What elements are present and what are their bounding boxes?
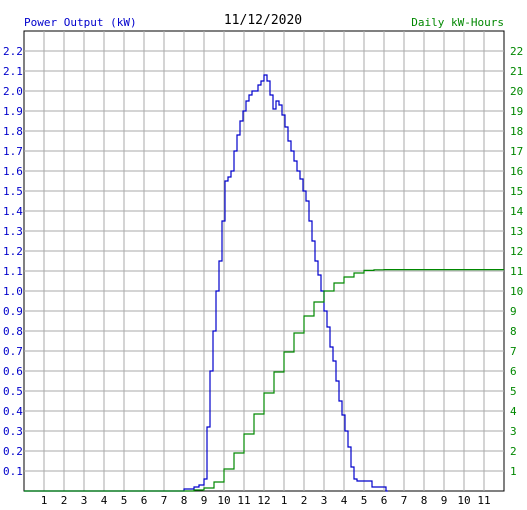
y-right-tick-label: 2 — [510, 445, 517, 458]
energy-series-line — [24, 269, 504, 492]
chart-title: 11/12/2020 — [224, 13, 302, 28]
x-tick-label: 1 — [281, 494, 288, 507]
y-left-tick-label: 1.9 — [3, 105, 23, 118]
y-left-tick-label: 1.3 — [3, 225, 23, 238]
y-left-tick-label: 0.1 — [3, 465, 23, 478]
y-left-tick-label: 1.4 — [3, 205, 23, 218]
y-left-tick-label: 1.0 — [3, 285, 23, 298]
x-tick-label: 11 — [237, 494, 250, 507]
y-left-tick-label: 1.7 — [3, 145, 23, 158]
y-left-tick-label: 0.8 — [3, 325, 23, 338]
x-tick-label: 10 — [217, 494, 230, 507]
x-tick-label: 2 — [61, 494, 68, 507]
y-left-tick-label: 1.6 — [3, 165, 23, 178]
y-left-tick-label: 2.0 — [3, 85, 23, 98]
y-left-tick-label: 1.8 — [3, 125, 23, 138]
y-left-tick-label: 0.4 — [3, 405, 23, 418]
y-left-tick-label: 0.9 — [3, 305, 23, 318]
y-left-tick-label: 0.7 — [3, 345, 23, 358]
y-right-tick-label: 22 — [510, 45, 523, 58]
x-tick-label: 5 — [121, 494, 128, 507]
x-tick-label: 4 — [341, 494, 348, 507]
x-tick-label: 3 — [81, 494, 88, 507]
x-tick-label: 9 — [441, 494, 448, 507]
right-axis-label: Daily kW-Hours — [411, 16, 504, 29]
x-tick-label: 2 — [301, 494, 308, 507]
y-left-tick-label: 1.1 — [3, 265, 23, 278]
x-tick-label: 10 — [457, 494, 470, 507]
y-right-tick-label: 15 — [510, 185, 523, 198]
y-left-tick-label: 0.3 — [3, 425, 23, 438]
x-tick-label: 8 — [421, 494, 428, 507]
x-tick-label: 9 — [201, 494, 208, 507]
y-right-tick-label: 5 — [510, 385, 517, 398]
x-tick-label: 4 — [101, 494, 108, 507]
x-axis-ticks: 1 2 3 4 5 6 7 8 9 10 11 12 1 2 3 4 5 6 7 8 9 10 11 — [41, 494, 491, 507]
x-tick-label: 3 — [321, 494, 328, 507]
y-right-tick-label: 11 — [510, 265, 523, 278]
y-right-tick-label: 18 — [510, 125, 523, 138]
y-left-tick-label: 1.5 — [3, 185, 23, 198]
y-right-tick-label: 21 — [510, 65, 523, 78]
y-right-tick-label: 17 — [510, 145, 523, 158]
y-right-tick-label: 12 — [510, 245, 523, 258]
x-tick-label: 11 — [477, 494, 490, 507]
y-right-tick-label: 20 — [510, 85, 523, 98]
y-right-tick-label: 19 — [510, 105, 523, 118]
y-left-tick-label: 0.2 — [3, 445, 23, 458]
power-series-line — [24, 74, 388, 492]
left-axis-label: Power Output (kW) — [24, 16, 137, 29]
series-layer — [24, 74, 504, 492]
y-right-tick-label: 14 — [510, 205, 524, 218]
x-tick-label: 5 — [361, 494, 368, 507]
y-right-tick-label: 7 — [510, 345, 517, 358]
y-right-tick-label: 6 — [510, 365, 517, 378]
grid — [24, 31, 504, 491]
y-right-tick-label: 8 — [510, 325, 517, 338]
y-left-tick-label: 2.2 — [3, 45, 23, 58]
x-tick-label: 6 — [381, 494, 388, 507]
y-left-tick-label: 0.6 — [3, 365, 23, 378]
y-left-tick-label: 1.2 — [3, 245, 23, 258]
x-tick-label: 12 — [257, 494, 270, 507]
y-right-tick-label: 9 — [510, 305, 517, 318]
y-right-tick-label: 10 — [510, 285, 523, 298]
x-tick-label: 7 — [401, 494, 408, 507]
y-right-tick-label: 3 — [510, 425, 517, 438]
y-right-tick-label: 16 — [510, 165, 523, 178]
y-right-tick-label: 1 — [510, 465, 517, 478]
x-tick-label: 1 — [41, 494, 48, 507]
x-tick-label: 8 — [181, 494, 188, 507]
x-tick-label: 6 — [141, 494, 148, 507]
y-left-tick-label: 0.5 — [3, 385, 23, 398]
y-left-tick-label: 2.1 — [3, 65, 23, 78]
y-right-tick-label: 13 — [510, 225, 523, 238]
y-right-tick-label: 4 — [510, 405, 517, 418]
left-axis-ticks: 0.1 0.2 0.3 0.4 0.5 0.6 0.7 0.8 0.9 1.0 1.1 1.2 1.3 1… — [3, 45, 23, 478]
x-tick-label: 7 — [161, 494, 168, 507]
